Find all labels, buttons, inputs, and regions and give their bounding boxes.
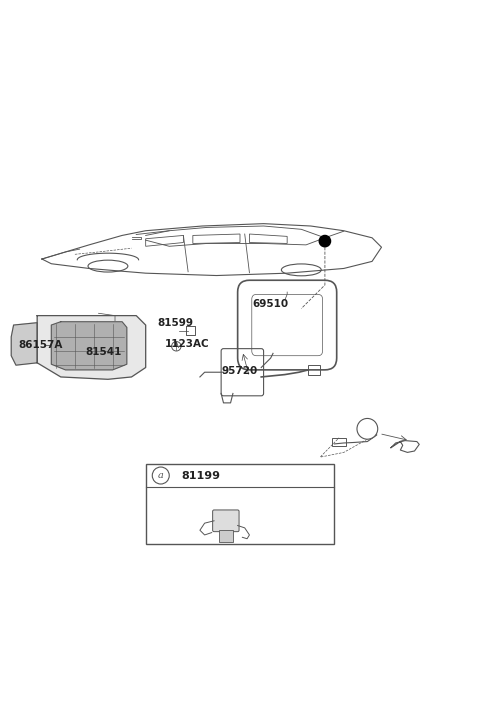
Bar (332, 438, 346, 446)
Text: a: a (158, 471, 164, 480)
Bar (219, 530, 233, 542)
FancyBboxPatch shape (213, 510, 239, 531)
Text: 95720: 95720 (222, 366, 258, 376)
Circle shape (357, 418, 378, 439)
Polygon shape (37, 316, 145, 379)
Text: 81541: 81541 (85, 347, 121, 357)
Bar (308, 365, 320, 375)
Text: a: a (364, 424, 370, 433)
Bar (145, 464, 335, 544)
Text: 86157A: 86157A (18, 340, 63, 350)
Circle shape (319, 235, 331, 247)
Text: 81599: 81599 (157, 319, 193, 329)
Polygon shape (11, 323, 37, 365)
Text: 1123AC: 1123AC (165, 338, 209, 349)
Text: 69510: 69510 (252, 299, 289, 309)
Polygon shape (51, 322, 127, 370)
Text: 81199: 81199 (181, 470, 220, 481)
